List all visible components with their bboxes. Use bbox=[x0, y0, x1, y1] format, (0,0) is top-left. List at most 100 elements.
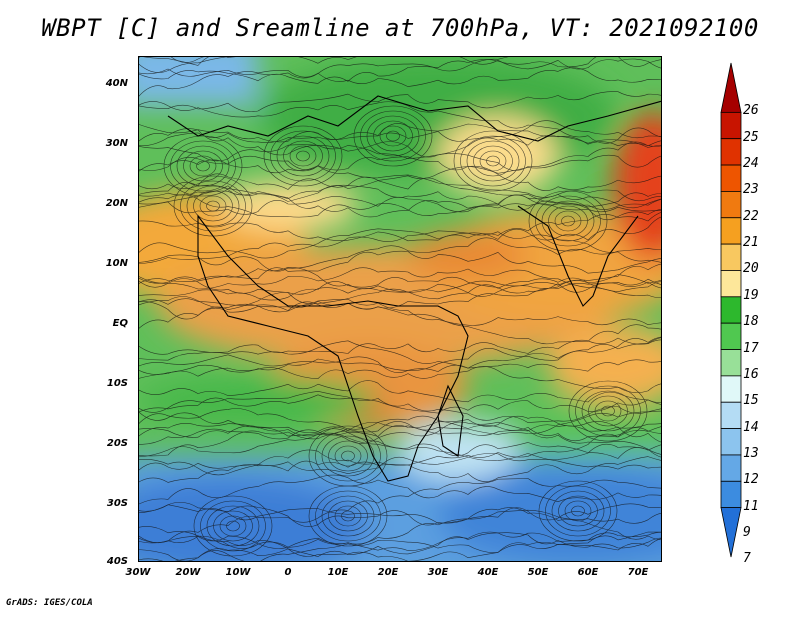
vortex-ring bbox=[460, 135, 526, 187]
lat-label-10s: 10S bbox=[106, 378, 128, 389]
vortex-ring bbox=[575, 385, 641, 437]
lat-label-40n: 40N bbox=[105, 78, 128, 89]
vortex-ring bbox=[193, 190, 233, 222]
streamline bbox=[138, 101, 662, 144]
vortex-ring bbox=[206, 505, 260, 547]
streamline bbox=[138, 301, 662, 345]
streamline bbox=[138, 340, 662, 372]
vortex-ring bbox=[200, 500, 266, 552]
vortex-ring bbox=[193, 495, 273, 557]
vortex-ring bbox=[206, 200, 220, 212]
vortex-ring bbox=[601, 405, 615, 417]
colorbar-cell bbox=[720, 375, 742, 403]
vortex-ring bbox=[528, 190, 608, 252]
streamline bbox=[138, 120, 662, 147]
colorbar-cell bbox=[720, 507, 742, 558]
vortex-ring bbox=[276, 135, 330, 177]
vortex-ring bbox=[541, 200, 595, 242]
vortex-ring bbox=[308, 485, 388, 547]
lat-label-30s: 30S bbox=[106, 498, 128, 509]
vortex-ring bbox=[466, 140, 520, 182]
colorbar-cell bbox=[720, 243, 742, 271]
vortex-ring bbox=[453, 130, 533, 192]
vortex-ring bbox=[315, 430, 381, 482]
streamline bbox=[138, 140, 662, 171]
vortex-ring bbox=[170, 140, 236, 192]
vortex-ring bbox=[341, 510, 355, 522]
streamline bbox=[138, 237, 662, 272]
vortex-ring bbox=[270, 130, 336, 182]
colorbar-cell bbox=[720, 217, 742, 245]
lat-label-20s: 20S bbox=[106, 438, 128, 449]
colorbar-cell bbox=[720, 480, 742, 509]
map-title: WBPT [C] and Sreamline at 700hPa, VT: 20… bbox=[41, 14, 759, 42]
streamline bbox=[138, 56, 514, 79]
colorbar-cell bbox=[720, 270, 742, 298]
streamline bbox=[138, 421, 662, 458]
grads-credit: GrADS: IGES/COLA bbox=[6, 598, 93, 608]
streamline bbox=[138, 56, 248, 66]
streamline bbox=[138, 154, 662, 174]
streamline bbox=[138, 478, 662, 543]
streamline bbox=[138, 449, 662, 482]
lon-label-30e: 30E bbox=[427, 567, 449, 578]
colorbar-label: 18 bbox=[743, 314, 759, 330]
lon-label-60e: 60E bbox=[577, 567, 599, 578]
streamline bbox=[138, 275, 662, 326]
vortex-ring bbox=[219, 515, 247, 537]
colorbar-label: 7 bbox=[743, 551, 751, 567]
streamline bbox=[138, 266, 662, 300]
lon-label-10w: 10W bbox=[225, 567, 251, 578]
vortex-ring bbox=[180, 180, 246, 232]
streamline bbox=[138, 280, 662, 313]
streamline bbox=[138, 128, 662, 158]
vortex-ring bbox=[535, 195, 601, 247]
colorbar-label: 17 bbox=[743, 340, 759, 356]
streamline bbox=[138, 56, 662, 73]
streamline bbox=[138, 91, 662, 113]
streamline bbox=[138, 337, 662, 373]
streamline bbox=[138, 408, 662, 435]
streamline bbox=[138, 425, 662, 470]
vortex-ring bbox=[263, 125, 343, 187]
lon-label-20e: 20E bbox=[377, 567, 399, 578]
vortex-ring bbox=[315, 490, 381, 542]
colorbar-cell bbox=[720, 111, 742, 140]
lon-label-10e: 10E bbox=[327, 567, 349, 578]
vortex-ring bbox=[551, 490, 605, 532]
vortex-ring bbox=[568, 380, 648, 442]
streamline bbox=[138, 278, 662, 311]
lat-label-10n: 10N bbox=[105, 258, 128, 269]
streamline bbox=[138, 267, 662, 299]
lon-label-30w: 30W bbox=[125, 567, 151, 578]
vortex-ring bbox=[386, 130, 400, 142]
vortex-ring bbox=[581, 390, 635, 432]
colorbar-cell bbox=[720, 296, 742, 324]
vortex-ring bbox=[328, 500, 368, 532]
streamline bbox=[138, 165, 662, 200]
vortex-ring bbox=[189, 155, 217, 177]
vortex-ring bbox=[479, 150, 507, 172]
wbpt-map bbox=[138, 56, 662, 562]
lat-label-20n: 20N bbox=[105, 198, 128, 209]
streamline bbox=[138, 56, 259, 63]
vortex-ring bbox=[366, 115, 420, 157]
streamlines bbox=[138, 56, 662, 562]
colorbar-label: 25 bbox=[743, 129, 759, 145]
streamline bbox=[138, 415, 662, 458]
vortex-ring bbox=[328, 440, 368, 472]
streamline bbox=[138, 336, 662, 375]
streamline bbox=[138, 250, 662, 285]
vortex-ring bbox=[289, 145, 317, 167]
colorbar-cell bbox=[720, 62, 742, 113]
colorbar-label: 12 bbox=[743, 472, 759, 488]
colorbar-label: 21 bbox=[743, 235, 759, 251]
vortex-ring bbox=[341, 450, 355, 462]
lon-label-70e: 70E bbox=[627, 567, 649, 578]
streamline bbox=[138, 443, 662, 475]
vortex-ring bbox=[163, 135, 243, 197]
colorbar-cell bbox=[720, 191, 742, 219]
colorbar-cell bbox=[720, 138, 742, 166]
colorbar-label: 22 bbox=[743, 208, 759, 224]
vortex-ring bbox=[379, 125, 407, 147]
